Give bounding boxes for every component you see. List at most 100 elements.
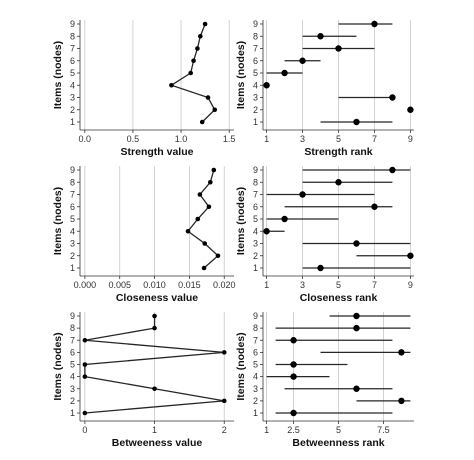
chart-2-y-tick-label: 4 xyxy=(253,80,258,90)
chart-6-point-item-1 xyxy=(290,409,297,417)
chart-2-y-tick-label: 8 xyxy=(253,31,258,41)
chart-3-point-item-5 xyxy=(195,216,201,222)
chart-3-series-line xyxy=(187,169,219,269)
chart-1-point-item-3 xyxy=(205,95,211,100)
chart-1-y-tick-label: 6 xyxy=(70,56,75,66)
chart-6-y-tick-label: 4 xyxy=(253,372,258,382)
chart-2-x-tick-label: 9 xyxy=(408,134,413,144)
chart-6-x-tick-label: 7.5 xyxy=(377,425,390,435)
chart-6-y-tick-label: 7 xyxy=(253,335,258,345)
chart-4-point-item-7 xyxy=(299,191,306,198)
chart-5-x-axis-title: Betweeness value xyxy=(112,437,203,449)
chart-6-x-axis-title: Betweenness rank xyxy=(292,437,384,449)
chart-5-point-item-8 xyxy=(152,325,157,331)
chart-1-point-item-9 xyxy=(202,21,208,27)
chart-3-point-item-6 xyxy=(206,204,212,210)
chart-4-y-tick-label: 8 xyxy=(253,177,258,187)
chart-1-y-tick-label: 4 xyxy=(70,80,75,90)
chart-4-point-item-3 xyxy=(353,240,360,247)
chart-6-y-tick-label: 5 xyxy=(253,360,258,370)
chart-6-y-axis-title: Items (nodes) xyxy=(235,332,247,400)
chart-6-point-item-4 xyxy=(290,373,297,380)
chart-4-x-tick-label: 9 xyxy=(408,280,413,290)
chart-3-x-axis-title: Closeness value xyxy=(116,292,198,304)
chart-3-x-tick-label: 0.000 xyxy=(74,280,97,290)
chart-4-y-tick-label: 1 xyxy=(253,263,258,273)
chart-3-y-tick-label: 1 xyxy=(70,263,75,273)
chart-2-y-axis-title: Items (nodes) xyxy=(235,41,247,109)
chart-2-point-item-1 xyxy=(353,118,360,126)
chart-3-y-tick-label: 6 xyxy=(70,202,75,212)
chart-2-point-item-5 xyxy=(281,69,288,77)
chart-2-point-item-9 xyxy=(371,20,378,28)
chart-3-x-tick-label: 0.015 xyxy=(178,280,201,290)
chart-3-y-axis-title: Items (nodes) xyxy=(52,187,64,255)
chart-4-point-item-1 xyxy=(317,264,324,272)
chart-2-y-tick-label: 3 xyxy=(253,93,258,103)
chart-3-y-tick-label: 4 xyxy=(70,226,75,236)
chart-1-point-item-5 xyxy=(188,70,193,76)
chart-1-y-tick-label: 1 xyxy=(70,117,75,127)
chart-6-point-item-9 xyxy=(353,312,360,320)
chart-5-point-item-2 xyxy=(221,398,227,404)
chart-3-y-tick-label: 5 xyxy=(70,214,75,224)
chart-5-y-tick-label: 6 xyxy=(70,347,75,357)
chart-3-point-item-7 xyxy=(197,192,203,197)
chart-1-point-item-8 xyxy=(198,33,203,39)
chart-3-y-tick-label: 8 xyxy=(70,177,75,187)
chart-1-y-tick-label: 7 xyxy=(70,44,75,54)
chart-5-y-tick-label: 3 xyxy=(70,384,75,394)
chart-4-y-tick-label: 6 xyxy=(253,202,258,212)
chart-4-x-tick-label: 5 xyxy=(336,280,341,290)
chart-3-point-item-4 xyxy=(185,228,191,234)
chart-2-y-tick-label: 1 xyxy=(253,117,258,127)
chart-4-point-item-5 xyxy=(281,215,288,223)
chart-5-x-tick-label: 1 xyxy=(152,425,157,435)
chart-6-y-tick-label: 2 xyxy=(253,396,258,406)
chart-4-y-tick-label: 5 xyxy=(253,214,258,224)
chart-3-point-item-8 xyxy=(208,179,213,185)
chart-4-point-item-4 xyxy=(263,228,270,235)
chart-5-point-item-4 xyxy=(82,374,88,379)
chart-6-y-tick-label: 9 xyxy=(253,311,258,321)
chart-2-x-tick-label: 5 xyxy=(336,134,341,144)
chart-2-point-item-8 xyxy=(317,33,324,40)
chart-4-x-axis-title: Closeness rank xyxy=(300,292,378,304)
chart-3-x-tick-label: 0.010 xyxy=(143,280,166,290)
chart-4-point-item-2 xyxy=(407,252,414,259)
chart-1-point-item-4 xyxy=(169,82,174,88)
chart-3-x-tick-label: 0.020 xyxy=(213,280,236,290)
chart-1-x-tick-label: 1.0 xyxy=(175,134,188,144)
chart-1-point-item-1 xyxy=(199,119,205,125)
chart-5-point-item-5 xyxy=(82,362,88,367)
chart-5-y-tick-label: 9 xyxy=(70,311,75,321)
chart-1-point-item-2 xyxy=(212,107,218,113)
chart-4-y-tick-label: 3 xyxy=(253,239,258,249)
chart-3-y-tick-label: 3 xyxy=(70,239,75,249)
chart-5-point-item-6 xyxy=(221,350,227,355)
chart-6-y-tick-label: 1 xyxy=(253,408,258,418)
chart-2-y-tick-label: 7 xyxy=(253,44,258,54)
chart-6-point-item-3 xyxy=(353,385,360,392)
chart-3-x-tick-label: 0.005 xyxy=(108,280,131,290)
chart-3-point-item-3 xyxy=(202,241,208,246)
chart-5-y-tick-label: 5 xyxy=(70,360,75,370)
chart-5-y-tick-label: 2 xyxy=(70,396,75,406)
chart-1-x-tick-label: 0.0 xyxy=(79,134,92,144)
chart-1-series-line xyxy=(169,23,216,123)
chart-1-x-tick-label: 0.5 xyxy=(127,134,140,144)
chart-4-y-tick-label: 7 xyxy=(253,190,258,200)
chart-2-point-item-7 xyxy=(335,45,342,52)
chart-6-x-tick-label: 5 xyxy=(336,425,341,435)
chart-1-y-tick-label: 5 xyxy=(70,68,75,78)
chart-4-x-tick-label: 3 xyxy=(300,280,305,290)
chart-6-y-tick-label: 6 xyxy=(253,347,258,357)
chart-3-y-tick-label: 2 xyxy=(70,251,75,261)
chart-6-point-item-6 xyxy=(398,349,405,356)
chart-2-point-item-4 xyxy=(263,82,270,89)
chart-5-x-tick-label: 0 xyxy=(82,425,87,435)
chart-4-x-tick-label: 7 xyxy=(372,280,377,290)
chart-1-y-tick-label: 2 xyxy=(70,105,75,115)
